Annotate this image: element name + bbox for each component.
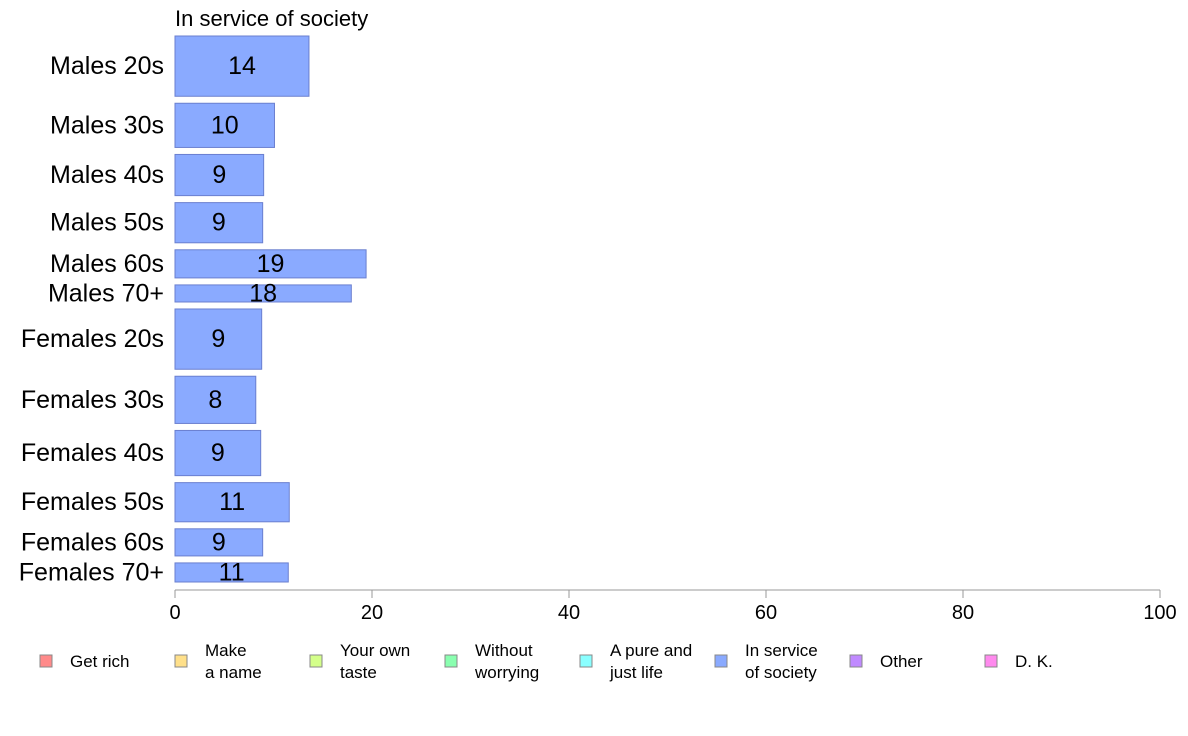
category-label: Males 20s (50, 52, 164, 80)
legend-label: Other (880, 652, 923, 671)
legend-swatch (309, 654, 323, 668)
legend-swatch (984, 654, 998, 668)
legend-label: D. K. (1015, 652, 1053, 671)
bar (174, 528, 264, 557)
legend-swatch (579, 654, 593, 668)
x-tick-label: 60 (755, 602, 777, 624)
bar-value-label: 11 (219, 558, 245, 586)
category-label: Males 50s (50, 209, 164, 237)
bar-value-label: 10 (211, 111, 239, 139)
legend-swatch (39, 654, 53, 668)
category-label: Females 30s (21, 386, 164, 414)
legend-label: Make a name (205, 641, 262, 682)
legend-label: Get rich (70, 652, 130, 671)
legend: Get rich Make a name Your own taste Without wo… (39, 641, 1053, 682)
bar (174, 562, 289, 583)
category-label: Females 50s (21, 488, 164, 516)
bar-value-label: 19 (257, 250, 285, 278)
category-label: Males 40s (50, 161, 164, 189)
bars-group: 14 Males 20s 10 Males 30s 9 Males 40s 9 Males 5… (19, 35, 367, 586)
x-tick-label: 20 (361, 602, 383, 624)
legend-swatch (444, 654, 458, 668)
category-label: Females 60s (21, 528, 164, 556)
bar (174, 284, 352, 303)
x-tick-label: 100 (1143, 602, 1176, 624)
bar-value-label: 9 (212, 209, 226, 237)
category-label: Females 70+ (19, 558, 164, 586)
legend-label: A pure and just life (609, 641, 692, 682)
x-axis: 0 20 40 60 80 100 (169, 589, 1177, 624)
bar (174, 429, 262, 477)
x-tick-label: 0 (169, 602, 180, 624)
bar-value-label: 9 (212, 161, 226, 189)
category-label: Males 30s (50, 111, 164, 139)
legend-label: In service of society (745, 641, 818, 682)
bar (174, 102, 275, 148)
category-label: Males 60s (50, 250, 164, 278)
bar-value-label: 9 (211, 325, 225, 353)
bar (174, 375, 257, 424)
legend-label: Your own taste (340, 641, 410, 682)
bar (174, 153, 265, 197)
category-label: Males 70+ (48, 279, 164, 307)
x-tick-label: 80 (952, 602, 974, 624)
bar-value-label: 9 (212, 528, 226, 556)
legend-swatch (714, 654, 728, 668)
bar-value-label: 11 (219, 488, 245, 516)
bar-value-label: 18 (249, 279, 277, 307)
bar (174, 202, 264, 244)
bar (174, 249, 367, 279)
legend-swatch (174, 654, 188, 668)
category-label: Females 20s (21, 325, 164, 353)
bar (174, 35, 310, 97)
bar (174, 482, 290, 523)
bar (174, 308, 263, 370)
x-tick-label: 40 (558, 602, 580, 624)
legend-label: Without worrying (474, 641, 539, 682)
category-label: Females 40s (21, 439, 164, 467)
bar-value-label: 9 (211, 439, 225, 467)
legend-swatch (849, 654, 863, 668)
bar-value-label: 14 (228, 52, 256, 80)
bar-value-label: 8 (208, 386, 222, 414)
chart-title: In service of society (175, 6, 368, 31)
